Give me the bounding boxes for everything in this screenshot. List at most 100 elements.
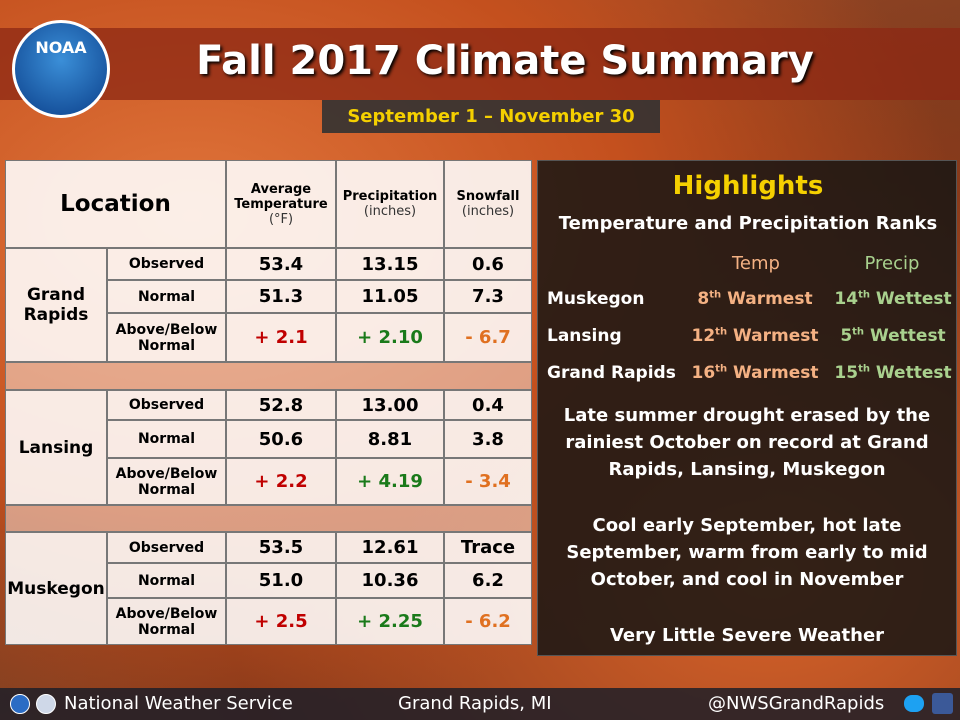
rank-location: Grand Rapids — [547, 363, 676, 383]
subtitle: September 1 – November 30 — [322, 100, 660, 133]
highlights-panel: Highlights Temperature and Precipitation … — [537, 160, 957, 656]
rank-label: Wettest — [875, 363, 952, 383]
column-unit: (°F) — [268, 211, 294, 227]
column-title: Snowfall — [456, 189, 520, 204]
row-label: Above/Below Normal — [107, 458, 226, 505]
value-cell: 13.15 — [336, 248, 444, 280]
rank-label: Warmest — [733, 326, 819, 346]
rank-location: Muskegon — [547, 289, 645, 309]
nws-icon — [36, 694, 56, 714]
column-unit: (inches) — [363, 204, 417, 219]
rank-suffix: th — [709, 289, 722, 301]
value-cell: Trace — [444, 532, 532, 563]
rank-row: Lansing 12th Warmest 5th Wettest — [538, 326, 958, 352]
row-label: Observed — [107, 532, 226, 563]
facebook-icon[interactable] — [932, 693, 953, 714]
value-cell: 0.4 — [444, 390, 532, 420]
value-cell: + 2.25 — [336, 598, 444, 645]
precip-header: Precip — [864, 253, 920, 274]
separator-row — [5, 362, 532, 390]
column-unit: (inches) — [461, 204, 515, 219]
location-cell: Muskegon — [5, 532, 107, 645]
title: Fall 2017 Climate Summary — [196, 38, 814, 84]
rank: 14th Wettest — [828, 289, 958, 309]
header-cell: Precipitation (inches) — [336, 160, 444, 248]
value-cell: + 4.19 — [336, 458, 444, 505]
value-cell: + 2.2 — [226, 458, 336, 505]
rank-location: Lansing — [547, 326, 622, 346]
rank-label: Wettest — [869, 326, 946, 346]
rank: 16th Warmest — [690, 363, 820, 383]
rank-number: 15 — [834, 363, 859, 383]
location-cell: Lansing — [5, 390, 107, 505]
rank-row: Muskegon 8th Warmest 14th Wettest — [538, 289, 958, 315]
agency: National Weather Service — [64, 693, 293, 714]
value-cell: - 6.2 — [444, 598, 532, 645]
rank-label: Wettest — [875, 289, 952, 309]
value-cell: 7.3 — [444, 280, 532, 313]
title-bar — [0, 28, 960, 100]
rank-suffix: th — [852, 326, 865, 338]
rank-suffix: th — [858, 363, 870, 375]
header-cell: Location — [5, 160, 226, 248]
value-cell: + 2.10 — [336, 313, 444, 362]
rank: 8th Warmest — [690, 289, 820, 309]
column-title: Precipitation — [342, 189, 438, 204]
value-cell: 3.8 — [444, 420, 532, 458]
value-cell: 53.5 — [226, 532, 336, 563]
row-label: Above/Below Normal — [107, 598, 226, 645]
column-title: Average Temperature — [234, 181, 328, 212]
handle: @NWSGrandRapids — [708, 693, 885, 714]
value-cell: 8.81 — [336, 420, 444, 458]
value-cell: 52.8 — [226, 390, 336, 420]
footer: National Weather Service Grand Rapids, M… — [0, 688, 960, 720]
noaa-icon — [10, 694, 30, 714]
value-cell: 53.4 — [226, 248, 336, 280]
twitter-icon[interactable] — [904, 695, 924, 712]
rank-number: 8 — [697, 289, 710, 309]
rank-row: Grand Rapids 16th Warmest 15th Wettest — [538, 363, 958, 389]
value-cell: - 6.7 — [444, 313, 532, 362]
rank-suffix: th — [715, 363, 728, 375]
rank-number: 16 — [691, 363, 716, 383]
highlight-paragraph: Very Little Severe Weather — [609, 625, 885, 646]
rank-suffix: th — [858, 289, 870, 301]
highlights-subtitle: Temperature and Precipitation Ranks — [558, 213, 938, 234]
highlight-paragraph: Cool early September, hot late September… — [566, 515, 928, 590]
header-cell: Snowfall (inches) — [444, 160, 532, 248]
value-cell: 50.6 — [226, 420, 336, 458]
value-cell: 51.3 — [226, 280, 336, 313]
value-cell: + 2.5 — [226, 598, 336, 645]
office: Grand Rapids, MI — [398, 693, 552, 714]
noaa-logo: NOAA — [12, 20, 110, 118]
separator-row — [5, 505, 532, 532]
value-cell: 0.6 — [444, 248, 532, 280]
row-label: Normal — [107, 280, 226, 313]
row-label: Above/Below Normal — [107, 313, 226, 362]
highlights-title: Highlights — [672, 171, 824, 201]
value-cell: + 2.1 — [226, 313, 336, 362]
value-cell: 10.36 — [336, 563, 444, 598]
highlight-paragraph: Late summer drought erased by the rainie… — [563, 405, 931, 480]
row-label: Observed — [107, 390, 226, 420]
temp-header: Temp — [732, 253, 780, 274]
rank: 15th Wettest — [828, 363, 958, 383]
location-cell: Grand Rapids — [5, 248, 107, 362]
rank-label: Warmest — [733, 363, 819, 383]
rank-number: 5 — [840, 326, 853, 346]
rank: 5th Wettest — [828, 326, 958, 346]
row-label: Observed — [107, 248, 226, 280]
header-cell: Average Temperature (°F) — [226, 160, 336, 248]
value-cell: 51.0 — [226, 563, 336, 598]
row-label: Normal — [107, 563, 226, 598]
rank-number: 14 — [834, 289, 859, 309]
value-cell: 6.2 — [444, 563, 532, 598]
rank-suffix: th — [715, 326, 728, 338]
row-label: Normal — [107, 420, 226, 458]
value-cell: - 3.4 — [444, 458, 532, 505]
value-cell: 12.61 — [336, 532, 444, 563]
rank-label: Warmest — [727, 289, 813, 309]
rank: 12th Warmest — [690, 326, 820, 346]
rank-number: 12 — [691, 326, 716, 346]
